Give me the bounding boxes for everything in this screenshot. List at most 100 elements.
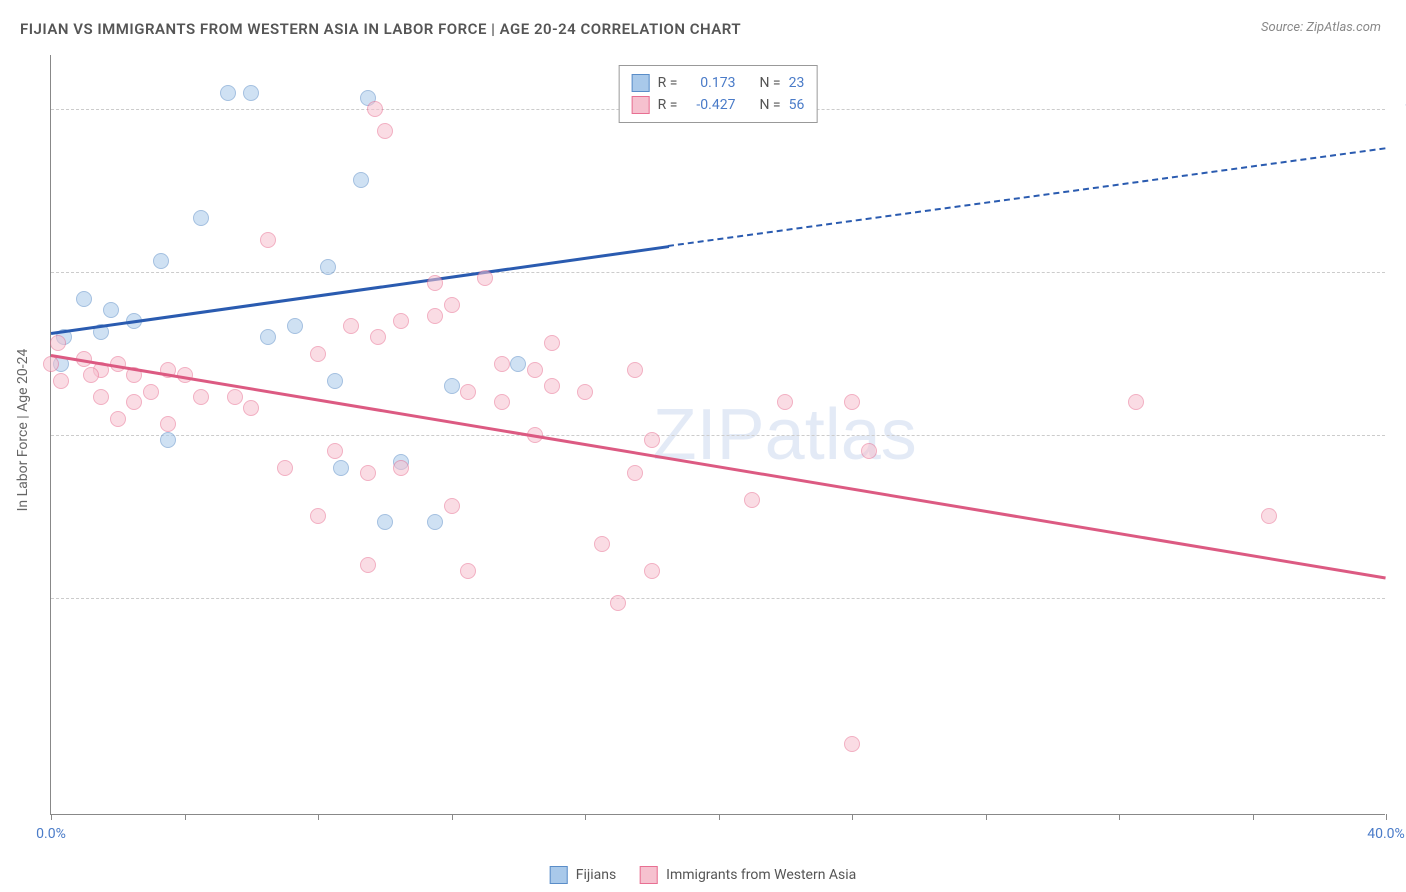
data-point [844,736,860,752]
data-point [343,318,359,334]
data-point [393,313,409,329]
data-point [360,465,376,481]
data-point [1128,394,1144,410]
data-point [327,443,343,459]
data-point [243,400,259,416]
data-point [110,411,126,427]
trend-line-dashed [668,147,1386,247]
x-tick [719,814,720,820]
data-point [527,362,543,378]
data-point [377,514,393,530]
data-point [333,460,349,476]
y-tick-label: 55.0% [1390,590,1406,606]
data-point [644,563,660,579]
data-point [50,335,66,351]
data-point [220,85,236,101]
x-tick [318,814,319,820]
legend-label-immigrants: Immigrants from Western Asia [666,867,856,883]
n-label: N = [759,75,780,91]
data-point [627,465,643,481]
x-tick [852,814,853,820]
x-tick [1386,814,1387,820]
data-point [427,514,443,530]
trend-line [51,354,1386,579]
r-label: R = [658,97,678,113]
data-point [460,563,476,579]
data-point [310,508,326,524]
data-point [844,394,860,410]
data-point [644,432,660,448]
legend-item-immigrants: Immigrants from Western Asia [640,866,856,884]
data-point [1261,508,1277,524]
gridline [51,598,1385,599]
data-point [160,432,176,448]
data-point [777,394,793,410]
data-point [126,394,142,410]
data-point [494,356,510,372]
data-point [370,329,386,345]
r-value-fijians: 0.173 [685,75,735,91]
data-point [353,172,369,188]
data-point [243,85,259,101]
data-point [260,232,276,248]
data-point [627,362,643,378]
data-point [367,101,383,117]
data-point [427,308,443,324]
data-point [510,356,526,372]
data-point [327,373,343,389]
x-tick [185,814,186,820]
data-point [277,460,293,476]
correlation-legend: R = 0.173 N = 23 R = -0.427 N = 56 [619,65,818,123]
swatch-immigrants [632,96,650,114]
data-point [53,373,69,389]
data-point [594,536,610,552]
data-point [76,291,92,307]
y-tick-label: 100.0% [1390,101,1406,117]
y-axis-label: In Labor Force | Age 20-24 [15,349,31,512]
data-point [494,394,510,410]
x-tick-label: 0.0% [36,826,66,842]
legend-label-fijians: Fijians [576,867,616,883]
data-point [444,297,460,313]
data-point [160,416,176,432]
data-point [103,302,119,318]
x-tick [51,814,52,820]
data-point [444,498,460,514]
legend-row-fijians: R = 0.173 N = 23 [632,72,805,94]
x-tick [585,814,586,820]
y-tick-label: 70.0% [1390,427,1406,443]
data-point [544,378,560,394]
data-point [193,210,209,226]
n-label: N = [759,97,780,113]
x-tick [986,814,987,820]
swatch-immigrants [640,866,658,884]
data-point [143,384,159,400]
data-point [83,367,99,383]
n-value-immigrants: 56 [789,97,805,113]
legend-item-fijians: Fijians [550,866,616,884]
data-point [444,378,460,394]
gridline [51,272,1385,273]
data-point [193,389,209,405]
legend-row-immigrants: R = -0.427 N = 56 [632,94,805,116]
data-point [744,492,760,508]
r-value-immigrants: -0.427 [685,97,735,113]
data-point [360,557,376,573]
data-point [427,275,443,291]
x-tick-label: 40.0% [1367,826,1405,842]
y-tick-label: 85.0% [1390,264,1406,280]
n-value-fijians: 23 [789,75,805,91]
chart-area: ZIPatlas R = 0.173 N = 23 R = -0.427 N =… [50,55,1385,815]
x-tick [1253,814,1254,820]
x-tick [452,814,453,820]
x-tick [1119,814,1120,820]
gridline [51,435,1385,436]
data-point [260,329,276,345]
data-point [227,389,243,405]
trend-line [51,245,669,334]
data-point [393,460,409,476]
data-point [153,253,169,269]
data-point [377,123,393,139]
chart-title: FIJIAN VS IMMIGRANTS FROM WESTERN ASIA I… [20,20,741,38]
data-point [577,384,593,400]
